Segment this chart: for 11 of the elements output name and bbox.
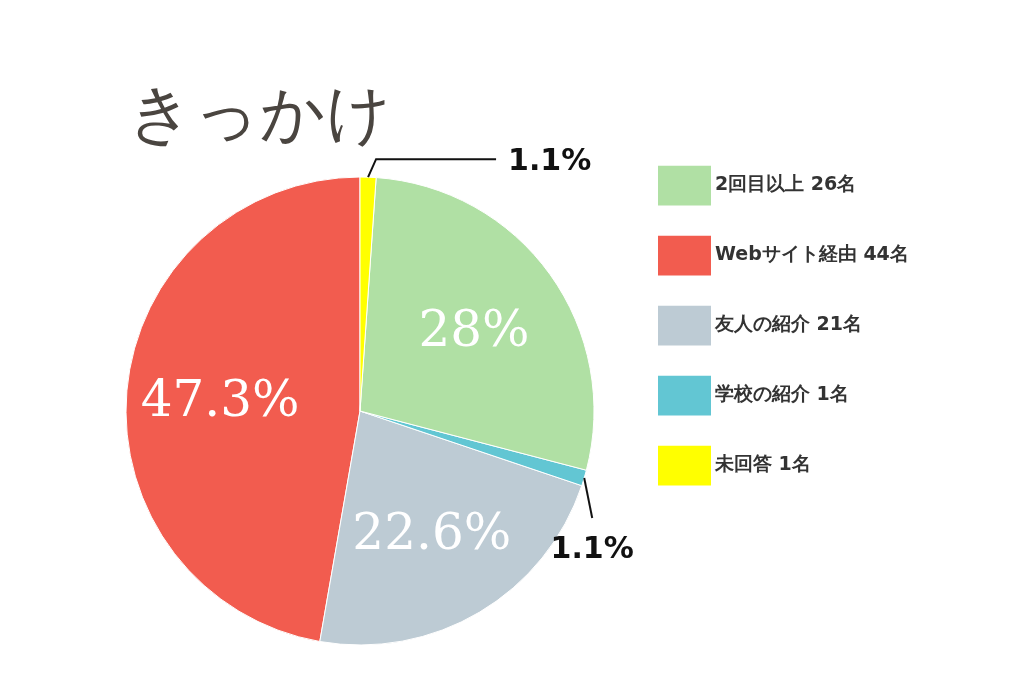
data-label: 1.1% bbox=[550, 530, 634, 566]
data-label: 22.6% bbox=[352, 502, 512, 561]
chart-title: きっかけ bbox=[128, 75, 392, 152]
legend-label: 学校の紹介 1名 bbox=[715, 381, 849, 406]
data-label: 47.3% bbox=[140, 369, 300, 428]
legend-label: Webサイト経由 44名 bbox=[715, 241, 909, 266]
data-label: 1.1% bbox=[508, 141, 592, 177]
data-label: 28% bbox=[418, 300, 530, 359]
legend-label: 未回答 1名 bbox=[715, 451, 811, 476]
legend-label: 友人の紹介 21名 bbox=[715, 311, 863, 336]
legend-label: 2回目以上 26名 bbox=[715, 171, 857, 196]
